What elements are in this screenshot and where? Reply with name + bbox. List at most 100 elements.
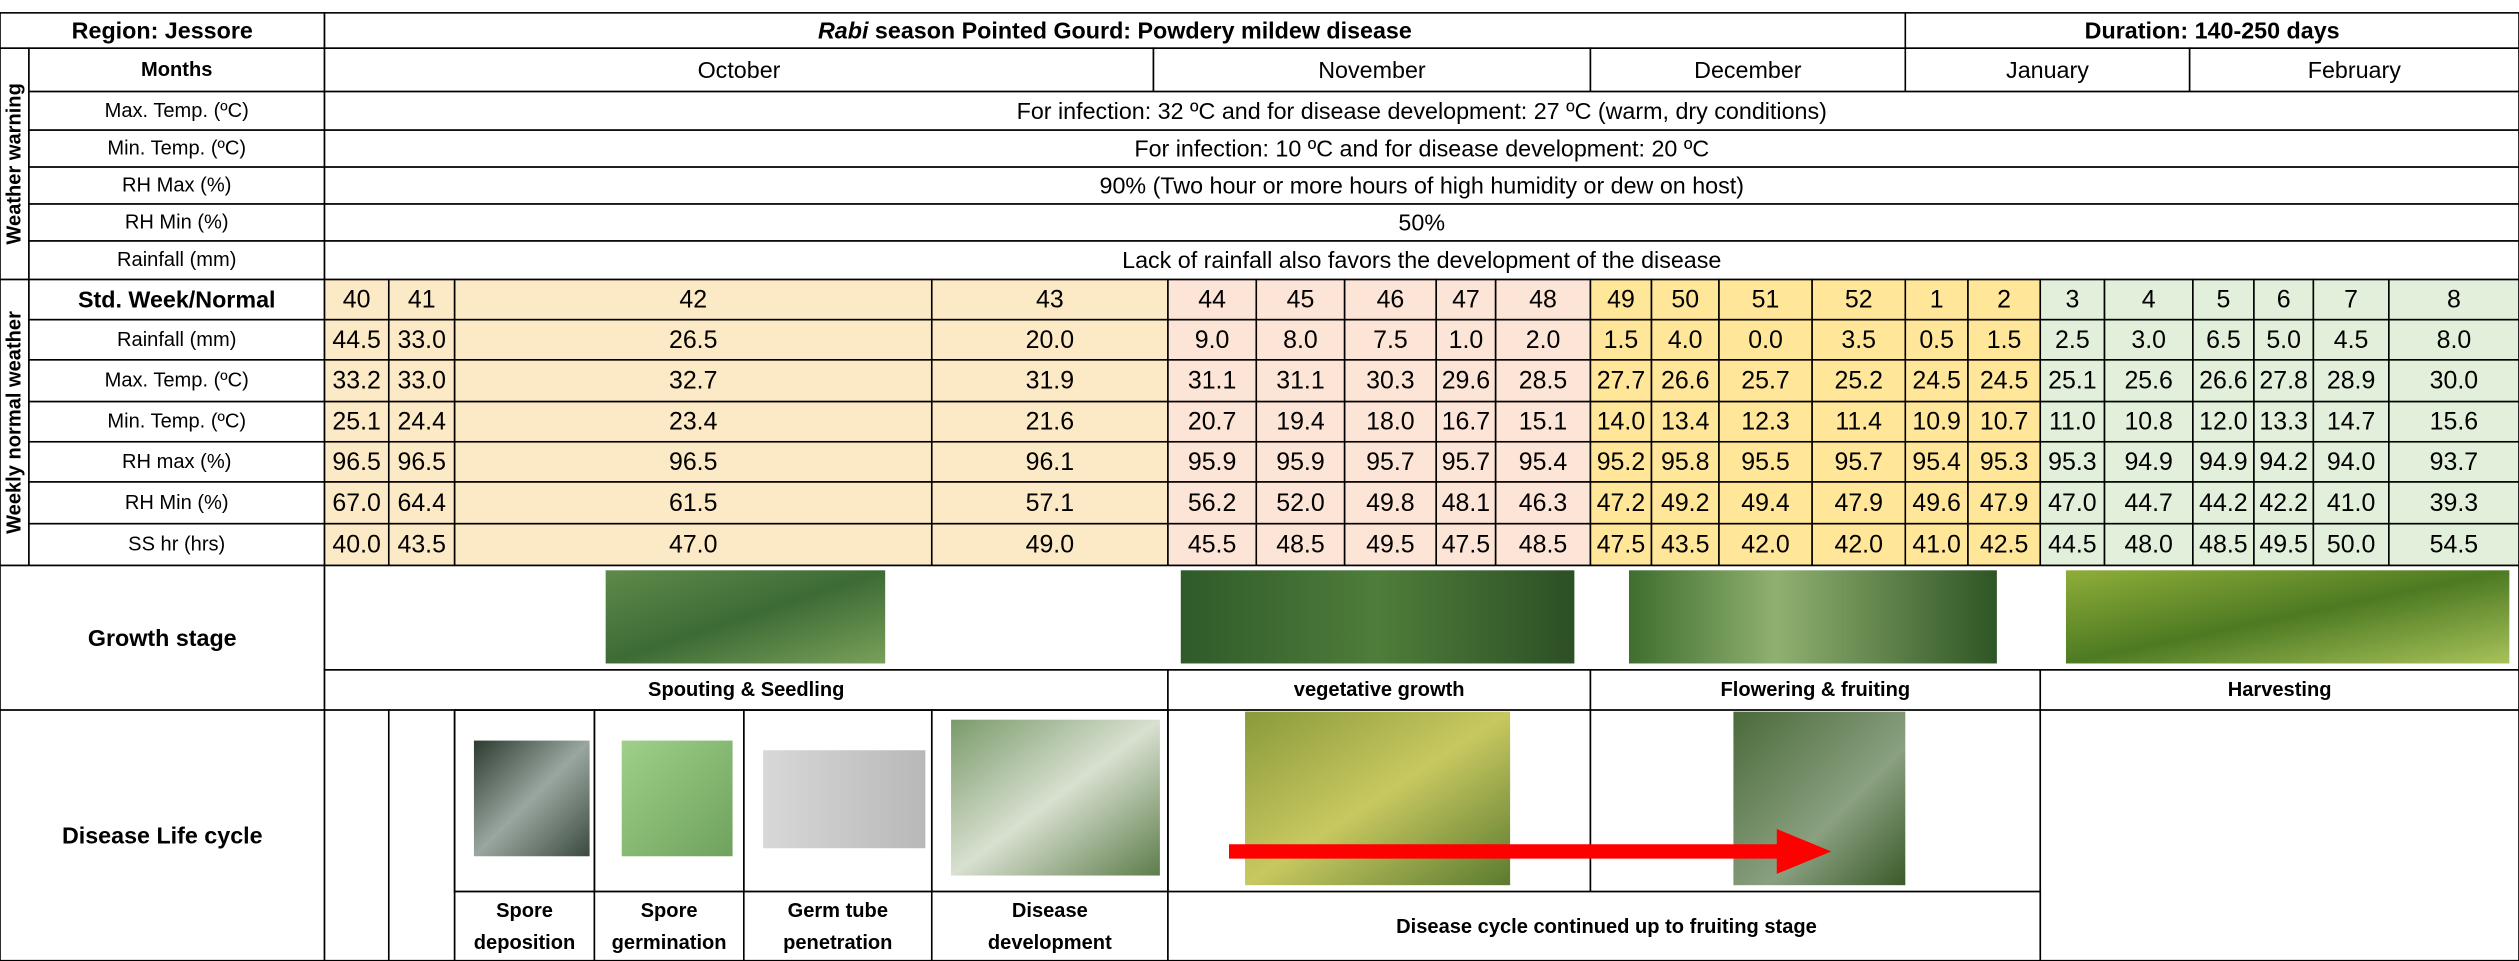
value: 44.5 — [332, 326, 380, 354]
value: 42.0 — [1834, 531, 1882, 559]
row-label: Growth stage — [88, 625, 237, 651]
value: 10.8 — [2124, 408, 2172, 436]
week: 51 — [1752, 286, 1780, 314]
title-italic: Rabi — [818, 18, 869, 44]
value: 41.0 — [1912, 531, 1960, 559]
value: 95.8 — [1661, 448, 1709, 476]
row-label: Max. Temp. (ºC) — [105, 370, 249, 392]
title: Rabi season Pointed Gourd: Powdery milde… — [818, 18, 1412, 44]
region: Region: Jessore — [72, 18, 253, 44]
value: 13.3 — [2259, 408, 2307, 436]
row-label: Disease Life cycle — [62, 822, 263, 848]
value: 4.0 — [1668, 326, 1703, 354]
step: deposition — [474, 932, 576, 954]
value: 25.7 — [1741, 367, 1789, 395]
value: 94.9 — [2199, 448, 2247, 476]
value: 95.2 — [1597, 448, 1645, 476]
value: 96.1 — [1026, 448, 1074, 476]
row-label: Rainfall (mm) — [117, 329, 236, 351]
value: 0.5 — [1919, 326, 1954, 354]
value: 95.9 — [1276, 448, 1324, 476]
value: 48.1 — [1442, 489, 1490, 517]
warning-text: For infection: 10 ºC and for disease dev… — [1134, 136, 1709, 162]
week: 42 — [679, 286, 707, 314]
value: 47.2 — [1597, 489, 1645, 517]
value: 94.2 — [2259, 448, 2307, 476]
value: 42.2 — [2259, 489, 2307, 517]
photo — [1245, 712, 1510, 886]
value: 43.5 — [1661, 531, 1709, 559]
value: 95.4 — [1912, 448, 1961, 476]
value: 48.0 — [2124, 531, 2172, 559]
value: 47.5 — [1597, 531, 1645, 559]
value: 5.0 — [2266, 326, 2301, 354]
side-label: Weekly normal weather — [3, 311, 25, 534]
value: 28.9 — [2327, 367, 2375, 395]
photo — [1733, 712, 1905, 886]
stage: vegetative growth — [1294, 679, 1465, 701]
value: 12.3 — [1741, 408, 1789, 436]
value: 20.7 — [1188, 408, 1236, 436]
value: 18.0 — [1366, 408, 1414, 436]
week: 7 — [2344, 286, 2358, 314]
row-label: Months — [141, 59, 212, 81]
value: 6.5 — [2206, 326, 2241, 354]
value: 0.0 — [1748, 326, 1783, 354]
step: penetration — [783, 932, 892, 954]
step: Disease — [1012, 900, 1088, 922]
week: 45 — [1287, 286, 1315, 314]
value: 33.0 — [397, 367, 445, 395]
value: 95.7 — [1366, 448, 1414, 476]
side-label: Weather warning — [3, 83, 25, 244]
value: 26.5 — [669, 326, 717, 354]
value: 47.9 — [1834, 489, 1882, 517]
value: 40.0 — [332, 531, 380, 559]
week: 3 — [2065, 286, 2079, 314]
value: 24.5 — [1980, 367, 2028, 395]
value: 96.5 — [332, 448, 380, 476]
value: 24.5 — [1912, 367, 1960, 395]
row-label: Max. Temp. (ºC) — [105, 100, 249, 122]
week: 6 — [2277, 286, 2291, 314]
row-label: RH max (%) — [122, 451, 231, 473]
value: 47.0 — [2048, 489, 2096, 517]
value: 9.0 — [1195, 326, 1230, 354]
photo — [474, 741, 590, 857]
value: 19.4 — [1276, 408, 1325, 436]
value: 44.5 — [2048, 531, 2096, 559]
value: 10.7 — [1980, 408, 2028, 436]
value: 61.5 — [669, 489, 717, 517]
value: 7.5 — [1373, 326, 1408, 354]
continued: Disease cycle continued up to fruiting s… — [1396, 916, 1817, 938]
row-label: Min. Temp. (ºC) — [107, 411, 246, 433]
value: 96.5 — [669, 448, 717, 476]
cell — [325, 710, 389, 961]
value: 1.5 — [1604, 326, 1639, 354]
stage: Harvesting — [2228, 679, 2332, 701]
value: 2.5 — [2055, 326, 2090, 354]
value: 64.4 — [397, 489, 446, 517]
value: 11.0 — [2049, 408, 2096, 436]
value: 95.5 — [1741, 448, 1789, 476]
value: 3.5 — [1841, 326, 1876, 354]
value: 95.4 — [1519, 448, 1568, 476]
value: 49.0 — [1026, 531, 1074, 559]
value: 15.1 — [1519, 408, 1567, 436]
step: Germ tube — [788, 900, 888, 922]
value: 47.0 — [669, 531, 717, 559]
value: 26.6 — [1661, 367, 1709, 395]
value: 43.5 — [397, 531, 445, 559]
row-label: Rainfall (mm) — [117, 249, 236, 271]
value: 14.0 — [1597, 408, 1645, 436]
photo — [763, 750, 925, 848]
step: Spore — [641, 900, 698, 922]
value: 67.0 — [332, 489, 380, 517]
value: 95.7 — [1442, 448, 1490, 476]
value: 95.9 — [1188, 448, 1236, 476]
value: 42.0 — [1741, 531, 1789, 559]
value: 46.3 — [1519, 489, 1567, 517]
value: 12.0 — [2199, 408, 2247, 436]
step: development — [988, 932, 1112, 954]
value: 95.7 — [1834, 448, 1882, 476]
value: 42.5 — [1980, 531, 2028, 559]
